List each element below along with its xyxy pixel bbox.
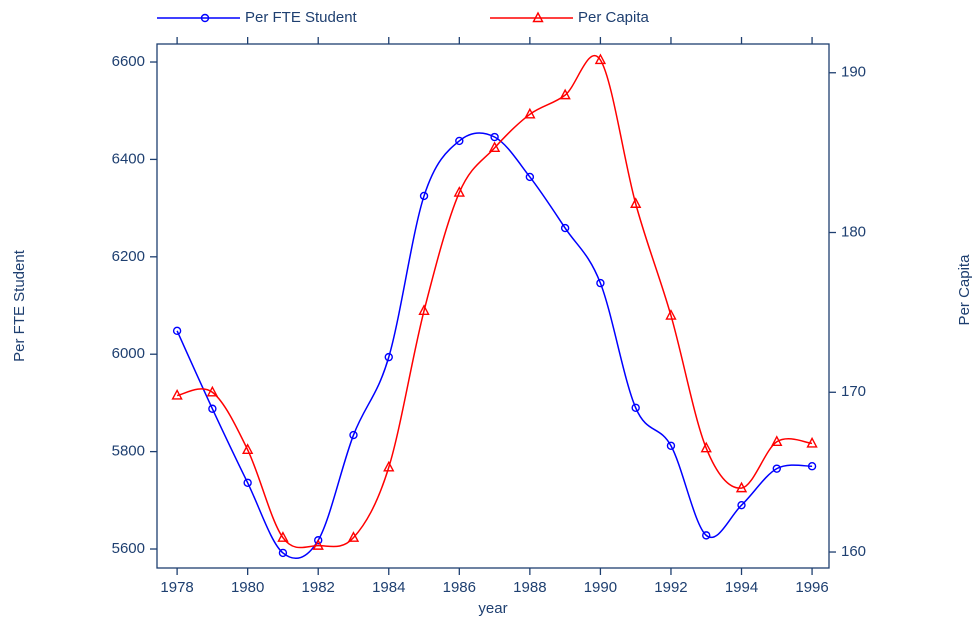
data-point [490,132,499,142]
data-point [383,460,395,472]
data-point [208,404,217,413]
data-point [312,539,324,550]
series-line [176,132,813,560]
data-point [349,430,358,440]
data-point [700,441,712,453]
data-point [735,481,748,493]
y-tick-label: 5600 [112,540,145,557]
y-tick-label: 6400 [112,150,145,167]
data-point [596,278,605,288]
y-tick-label: 5800 [112,443,145,460]
data-point [630,197,642,208]
data-point [419,191,429,201]
y-tick-label: 6200 [112,248,145,265]
x-tick-label: 1994 [725,579,758,596]
data-point [171,388,183,400]
data-point [806,436,818,448]
data-point [702,531,711,540]
legend-label: Per Capita [578,9,650,26]
y-tick-label: 6600 [112,53,145,70]
x-tick-label: 1984 [372,579,405,596]
data-point [172,326,182,336]
x-tick-label: 1988 [513,579,546,596]
data-point [453,186,465,197]
x-tick-label: 1990 [584,579,617,596]
y2-tick-label: 180 [841,223,866,240]
legend-label: Per FTE Student [245,9,358,26]
y-axis-title: Per FTE Student [11,249,28,362]
y2-tick-label: 190 [841,64,866,81]
x-tick-label: 1986 [443,579,476,596]
data-point [241,443,254,454]
data-point [772,464,781,473]
x-tick-label: 1992 [654,579,687,596]
series-line [176,55,813,549]
data-point [277,531,289,542]
data-point [455,136,464,146]
x-tick-label: 1980 [231,579,264,596]
data-point [559,88,571,100]
plot-frame [156,43,830,569]
data-point [560,223,570,233]
x-tick-label: 1978 [160,579,193,596]
data-point [488,141,501,153]
data-point [347,531,360,542]
data-point [243,478,252,487]
data-point [771,435,783,446]
x-tick-label: 1982 [302,579,335,596]
legend-marker [200,13,210,23]
data-point [418,304,430,315]
data-point [807,462,817,471]
data-point [314,536,323,545]
y2-tick-label: 160 [841,543,866,560]
data-point [384,352,393,362]
y2-axis-title: Per Capita [956,254,973,326]
data-point [594,53,607,65]
data-point [631,403,640,412]
data-point [206,385,219,397]
data-point [525,172,535,182]
x-axis-title: year [478,600,507,617]
y-tick-label: 6000 [112,345,145,362]
data-point [737,500,746,510]
data-point [524,107,536,119]
y2-tick-label: 170 [841,383,866,400]
x-tick-label: 1996 [795,579,828,596]
legend-marker [532,11,544,23]
data-point [278,548,288,558]
data-point [666,441,676,450]
data-point [665,309,677,320]
